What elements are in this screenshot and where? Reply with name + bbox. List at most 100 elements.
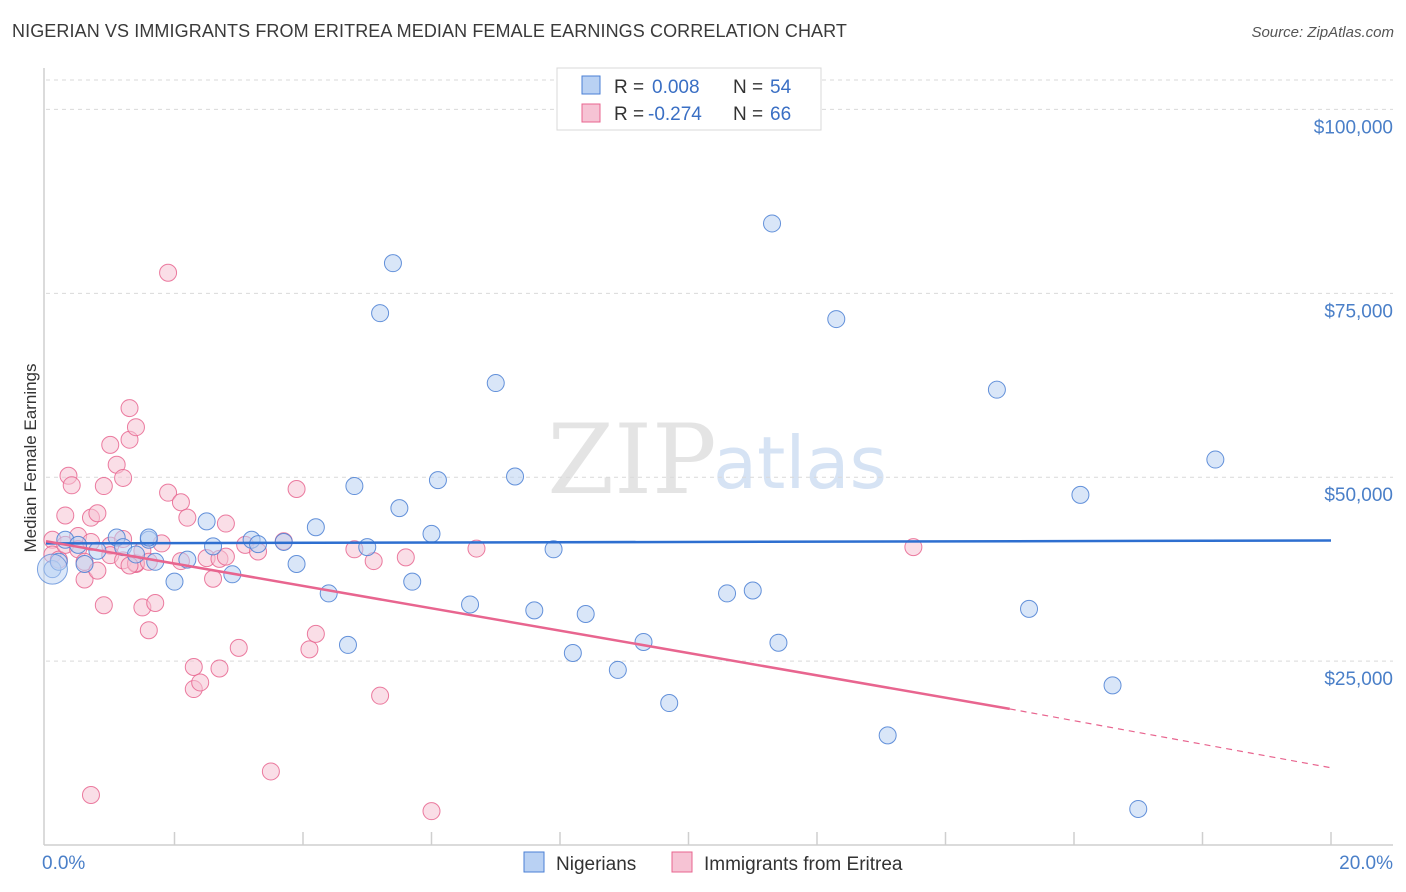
axes [43, 68, 1393, 846]
correlation-legend: R = 0.008 N = 54 R = -0.274 N = 66 [556, 67, 822, 131]
watermark-atlas: atlas [713, 421, 887, 505]
eritrea-point [904, 538, 923, 557]
nigerian-point [422, 524, 441, 543]
eritrea-point [178, 508, 197, 527]
nigerian-point [319, 584, 338, 603]
legend-r-value-2: -0.274 [648, 104, 702, 125]
eritrea-point [139, 621, 158, 640]
x-tick-label-min: 0.0% [42, 853, 85, 874]
nigerian-point [358, 538, 377, 557]
eritrea-point [191, 673, 210, 692]
legend-n-label-1: N = [733, 77, 763, 98]
nigerian-point [403, 572, 422, 591]
eritrea-point [467, 539, 486, 558]
eritrea-point [300, 640, 319, 659]
nigerian-point [525, 601, 544, 620]
nigerian-point [563, 644, 582, 663]
nigerian-point-large [36, 553, 68, 585]
eritrea-point [371, 686, 390, 705]
eritrea-points [43, 263, 923, 821]
nigerian-point [660, 694, 679, 713]
nigerian-point [769, 633, 788, 652]
eritrea-point [81, 785, 100, 804]
source-credit: Source: ZipAtlas.com [1251, 24, 1394, 41]
chart-title: NIGERIAN VS IMMIGRANTS FROM ERITREA MEDI… [12, 21, 848, 41]
nigerian-point [486, 374, 505, 393]
nigerian-point [204, 537, 223, 556]
nigerian-point [878, 726, 897, 745]
nigerian-point [1071, 485, 1090, 504]
nigerian-point [287, 555, 306, 574]
nigerian-point [139, 528, 158, 547]
eritrea-point [229, 638, 248, 657]
bottom-legend-swatch-eritrea [671, 851, 693, 873]
legend-swatch-nigerians [581, 75, 601, 95]
nigerian-point [383, 254, 402, 273]
eritrea-point [204, 569, 223, 588]
legend-n-value-2: 66 [770, 104, 791, 125]
nigerian-point [345, 477, 364, 496]
y-axis-title: Median Female Earnings [21, 364, 40, 553]
y-tick-label: $100,000 [1314, 117, 1393, 138]
nigerian-point [544, 540, 563, 559]
nigerian-point [1206, 450, 1225, 469]
y-tick-label: $25,000 [1324, 669, 1393, 690]
nigerian-point [506, 467, 525, 486]
nigerian-point [371, 304, 390, 323]
legend-r-label-1: R = [614, 77, 644, 98]
legend-n-value-1: 54 [770, 77, 792, 98]
legend-n-label-2: N = [733, 104, 763, 125]
nigerian-point [608, 660, 627, 679]
nigerian-point [165, 572, 184, 591]
bottom-legend-label-eritrea: Immigrants from Eritrea [704, 854, 903, 875]
nigerian-point [390, 499, 409, 518]
nigerian-trend-line [45, 539, 1332, 545]
gridlines [46, 79, 1393, 662]
nigerian-points [36, 214, 1225, 818]
y-tick-label: $50,000 [1324, 485, 1393, 506]
eritrea-point [159, 483, 178, 502]
eritrea-point [396, 548, 415, 567]
y-tick-label: $75,000 [1324, 301, 1393, 322]
eritrea-point [94, 477, 113, 496]
eritrea-point [62, 476, 81, 495]
bottom-legend-swatch-nigerians [523, 851, 545, 873]
trend-lines [45, 539, 1332, 769]
nigerian-point [461, 595, 480, 614]
nigerian-point [428, 471, 447, 490]
eritrea-point [88, 504, 107, 523]
nigerian-point [763, 214, 782, 233]
eritrea-point [126, 418, 145, 437]
eritrea-point [422, 802, 441, 821]
eritrea-point [210, 659, 229, 678]
nigerian-point [827, 310, 846, 329]
nigerian-point [306, 518, 325, 537]
nigerian-point [1103, 676, 1122, 695]
eritrea-point [159, 263, 178, 282]
eritrea-point [184, 657, 203, 676]
x-tick-label-max: 20.0% [1339, 853, 1393, 874]
eritrea-point [287, 479, 306, 498]
eritrea-point [120, 399, 139, 418]
eritrea-point [94, 596, 113, 615]
eritrea-point [114, 468, 133, 487]
bottom-legend-label-nigerians: Nigerians [556, 854, 636, 875]
nigerian-point [1129, 799, 1148, 818]
eritrea-point [101, 435, 120, 454]
nigerian-point [718, 584, 737, 603]
nigerian-point [1020, 599, 1039, 618]
eritrea-point [171, 493, 190, 512]
eritrea-point [261, 762, 280, 781]
eritrea-trend-line [45, 539, 1010, 711]
eritrea-point [146, 593, 165, 612]
watermark-zip: ZIP [547, 404, 716, 516]
eritrea-point [216, 514, 235, 533]
series-legend: Nigerians Immigrants from Eritrea [523, 851, 903, 875]
nigerian-point [987, 380, 1006, 399]
legend-r-value-1: 0.008 [652, 77, 700, 98]
legend-r-label-2: R = [614, 104, 644, 125]
nigerian-point [197, 512, 216, 531]
y-tick-labels: $25,000 $50,000 $75,000 $100,000 [1314, 117, 1393, 690]
watermark: ZIP atlas [547, 404, 887, 516]
